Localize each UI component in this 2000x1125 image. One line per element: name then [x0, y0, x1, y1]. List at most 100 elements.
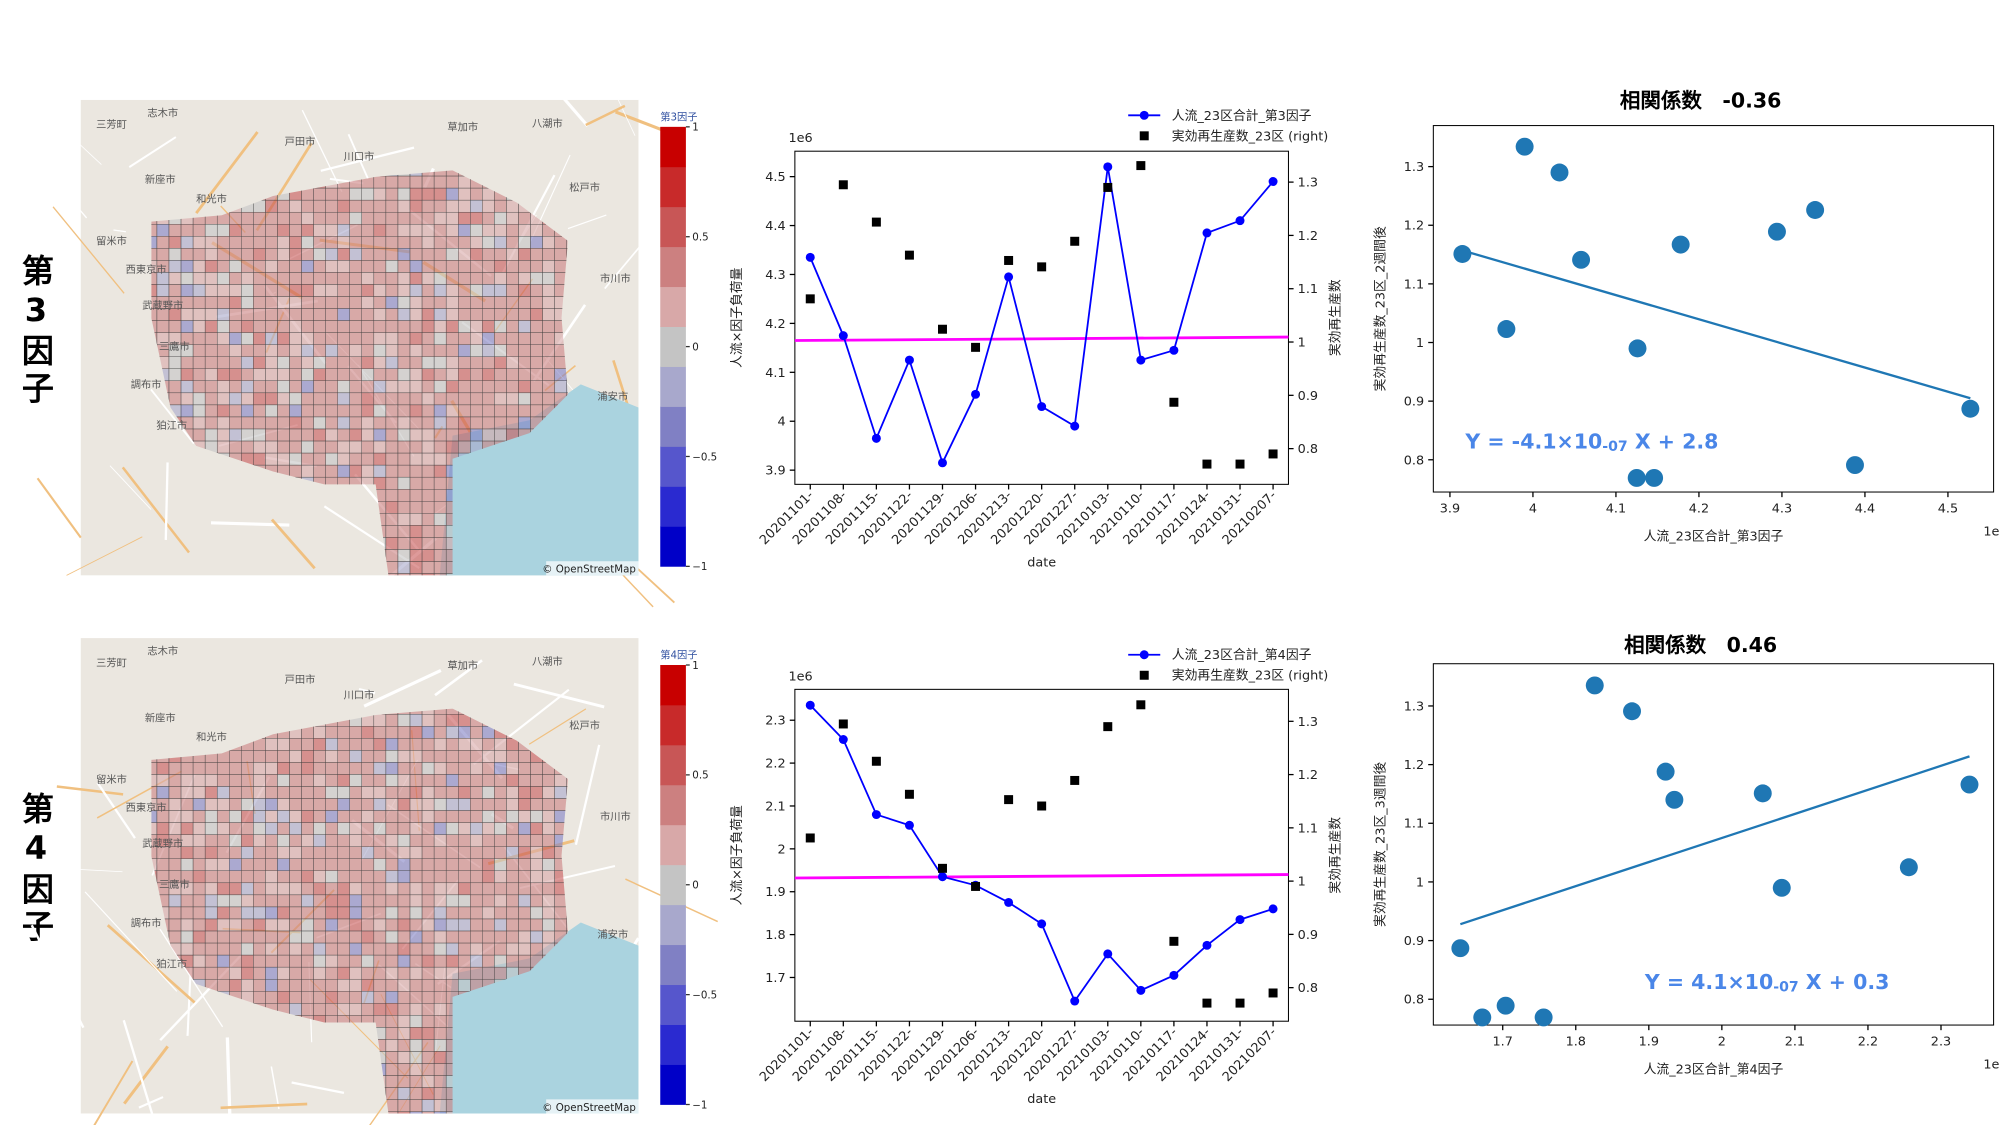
grid-cell — [337, 187, 350, 201]
colorbar-tick-label: 0 — [692, 341, 699, 353]
grid-cell — [397, 774, 411, 787]
grid-cell — [337, 272, 350, 285]
equation-part: Y = 4.1×10 — [1644, 970, 1773, 994]
grid-cell — [506, 248, 519, 261]
grid-cell — [229, 882, 242, 896]
grid-cell — [433, 199, 447, 213]
grid-cell — [229, 906, 242, 920]
scatter-point — [1846, 456, 1864, 475]
grid-cell — [530, 774, 543, 787]
grid-cell — [385, 726, 399, 739]
grid-cell — [421, 930, 435, 944]
grid-cell — [253, 882, 266, 896]
grid-cell — [445, 918, 459, 932]
grid-cell — [409, 368, 423, 382]
grid-cell — [313, 798, 326, 811]
grid-cell — [421, 714, 435, 727]
grid-cell — [349, 786, 362, 799]
grid-cell — [241, 296, 254, 309]
point-marker — [1037, 402, 1047, 412]
scatter-point — [1453, 245, 1472, 263]
grid-cell — [361, 260, 375, 273]
grid-cell — [542, 786, 555, 799]
grid-cell — [518, 930, 531, 944]
grid-cell — [229, 846, 242, 859]
grid-cell — [397, 954, 411, 968]
grid-cell — [337, 368, 350, 382]
grid-cell — [421, 296, 435, 309]
y-tick-label: 0.8 — [1298, 981, 1318, 996]
grid-cell — [325, 211, 338, 225]
grid-cell — [313, 954, 326, 968]
grid-cell — [180, 810, 194, 823]
grid-cell — [421, 368, 435, 382]
colorbar-tick-label: −0.5 — [692, 989, 717, 1001]
grid-cell — [301, 356, 314, 369]
road — [121, 466, 190, 554]
grid-cell — [289, 978, 302, 992]
grid-cell — [458, 272, 471, 285]
grid-cell — [506, 236, 519, 249]
grid-cell — [397, 199, 411, 213]
grid-cell — [253, 966, 266, 980]
grid-cell — [313, 404, 326, 418]
grid-cell — [458, 834, 471, 847]
grid-cell — [289, 774, 302, 787]
grid-cell — [349, 308, 362, 321]
point-marker — [871, 810, 881, 820]
grid-cell — [253, 392, 266, 406]
grid-cell — [216, 392, 230, 406]
grid-cell — [494, 906, 507, 920]
grid-cell — [482, 762, 495, 775]
grid-cell — [433, 810, 447, 823]
grid-cell — [204, 224, 218, 237]
grid-cell — [277, 224, 290, 237]
grid-cell — [421, 858, 435, 871]
grid-cell — [204, 356, 218, 369]
grid-cell — [397, 882, 411, 896]
grid-cell — [542, 272, 555, 285]
grid-cell — [253, 224, 266, 237]
grid-cell — [385, 296, 399, 309]
attribution-bg — [546, 561, 639, 576]
grid-cell — [433, 561, 447, 574]
grid-cell — [433, 1111, 447, 1114]
grid-cell — [373, 930, 387, 944]
road — [347, 133, 369, 180]
x-offset: 1e6 — [1983, 1058, 2000, 1073]
grid-cell — [445, 870, 459, 884]
grid-cell — [445, 762, 459, 775]
grid-cell — [277, 392, 290, 406]
grid-cell — [325, 452, 338, 466]
equation-part: X + 0.3 — [1799, 970, 1890, 994]
grid-cell — [554, 368, 567, 382]
y-tick-label: 1.8 — [765, 928, 785, 943]
grid-cell — [168, 930, 182, 944]
grid-cell — [542, 236, 555, 249]
grid-cell — [373, 320, 387, 333]
grid-cell — [337, 991, 350, 1004]
grid-cell — [265, 404, 278, 418]
grid-cell — [542, 356, 555, 369]
grid-cell — [253, 260, 266, 273]
grid-cell — [421, 894, 435, 908]
grid-cell — [433, 1039, 447, 1052]
grid-cell — [409, 404, 423, 418]
grid-cell — [349, 774, 362, 787]
grid-cell — [482, 380, 495, 394]
grid-cell — [301, 966, 314, 980]
grid-cell — [337, 320, 350, 333]
grid-cell — [482, 906, 495, 920]
grid-cell — [337, 392, 350, 406]
grid-cell — [397, 308, 411, 321]
grid-cell — [241, 906, 254, 920]
grid-cell — [518, 870, 531, 884]
grid-cell — [373, 248, 387, 261]
map: 志木市三芳町戸田市草加市川口市八潮市新座市和光市松戸市留米市西東京市市川市武蔵野… — [0, 83, 675, 622]
grid-cell — [313, 978, 326, 992]
grid-cell — [277, 380, 290, 394]
road — [270, 518, 316, 570]
grid-cell — [253, 822, 266, 835]
place-label: 狛江市 — [156, 957, 187, 970]
grid-cell — [229, 344, 242, 357]
